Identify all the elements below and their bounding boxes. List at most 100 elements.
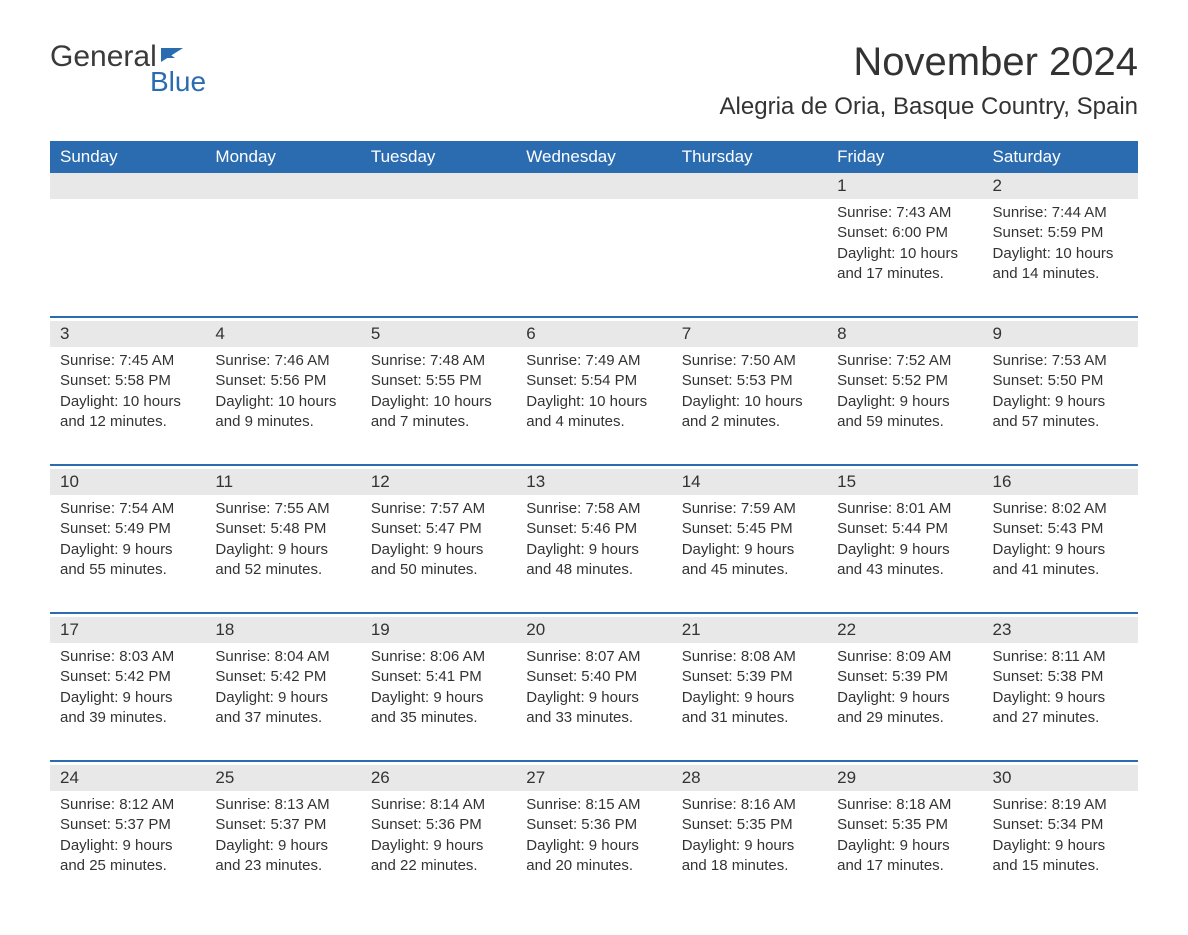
day-content: Sunrise: 7:52 AMSunset: 5:52 PMDaylight:… [827, 347, 982, 436]
daylight-line-1: Daylight: 9 hours [837, 392, 972, 412]
day-header-row: Sunday Monday Tuesday Wednesday Thursday… [50, 141, 1138, 173]
day-number: 7 [672, 321, 827, 347]
daylight-line-1: Daylight: 9 hours [371, 836, 506, 856]
day-header-wednesday: Wednesday [516, 141, 671, 173]
day-cell [50, 173, 205, 303]
day-content: Sunrise: 8:08 AMSunset: 5:39 PMDaylight:… [672, 643, 827, 732]
daylight-line-1: Daylight: 9 hours [60, 540, 195, 560]
day-cell: 8Sunrise: 7:52 AMSunset: 5:52 PMDaylight… [827, 321, 982, 451]
daylight-line-2: and 50 minutes. [371, 560, 506, 580]
day-number: 10 [50, 469, 205, 495]
day-content: Sunrise: 7:59 AMSunset: 5:45 PMDaylight:… [672, 495, 827, 584]
sunrise-line: Sunrise: 8:04 AM [215, 647, 350, 667]
daylight-line-2: and 23 minutes. [215, 856, 350, 876]
day-number: 2 [983, 173, 1138, 199]
day-cell [205, 173, 360, 303]
daylight-line-2: and 55 minutes. [60, 560, 195, 580]
location: Alegria de Oria, Basque Country, Spain [720, 93, 1138, 121]
day-content: Sunrise: 8:04 AMSunset: 5:42 PMDaylight:… [205, 643, 360, 732]
sunrise-line: Sunrise: 8:11 AM [993, 647, 1128, 667]
sunset-line: Sunset: 5:54 PM [526, 371, 661, 391]
sunset-line: Sunset: 5:37 PM [215, 815, 350, 835]
sunrise-line: Sunrise: 7:52 AM [837, 351, 972, 371]
empty-day [516, 173, 671, 199]
day-cell: 13Sunrise: 7:58 AMSunset: 5:46 PMDayligh… [516, 469, 671, 599]
day-number: 17 [50, 617, 205, 643]
daylight-line-1: Daylight: 9 hours [837, 688, 972, 708]
day-header-tuesday: Tuesday [361, 141, 516, 173]
day-number: 23 [983, 617, 1138, 643]
daylight-line-1: Daylight: 10 hours [215, 392, 350, 412]
daylight-line-2: and 52 minutes. [215, 560, 350, 580]
sunset-line: Sunset: 5:49 PM [60, 519, 195, 539]
daylight-line-2: and 45 minutes. [682, 560, 817, 580]
sunset-line: Sunset: 5:58 PM [60, 371, 195, 391]
sunset-line: Sunset: 5:53 PM [682, 371, 817, 391]
daylight-line-1: Daylight: 9 hours [682, 540, 817, 560]
day-content: Sunrise: 8:07 AMSunset: 5:40 PMDaylight:… [516, 643, 671, 732]
sunrise-line: Sunrise: 8:08 AM [682, 647, 817, 667]
day-content: Sunrise: 7:53 AMSunset: 5:50 PMDaylight:… [983, 347, 1138, 436]
day-number: 28 [672, 765, 827, 791]
spacer-row [50, 451, 1138, 465]
day-content: Sunrise: 7:54 AMSunset: 5:49 PMDaylight:… [50, 495, 205, 584]
daylight-line-1: Daylight: 9 hours [993, 688, 1128, 708]
day-number: 4 [205, 321, 360, 347]
sunset-line: Sunset: 5:35 PM [837, 815, 972, 835]
day-cell: 23 Sunrise: 8:11 AMSunset: 5:38 PMDayligh… [983, 617, 1138, 747]
day-number: 11 [205, 469, 360, 495]
sunrise-line: Sunrise: 8:19 AM [993, 795, 1128, 815]
day-number: 25 [205, 765, 360, 791]
sunset-line: Sunset: 5:39 PM [682, 667, 817, 687]
daylight-line-2: and 15 minutes. [993, 856, 1128, 876]
day-cell: 19Sunrise: 8:06 AMSunset: 5:41 PMDayligh… [361, 617, 516, 747]
sunset-line: Sunset: 5:47 PM [371, 519, 506, 539]
day-cell [516, 173, 671, 303]
day-content: Sunrise: 8:19 AMSunset: 5:34 PMDaylight:… [983, 791, 1138, 880]
day-number: 30 [983, 765, 1138, 791]
daylight-line-1: Daylight: 9 hours [993, 392, 1128, 412]
day-content: Sunrise: 8:01 AMSunset: 5:44 PMDaylight:… [827, 495, 982, 584]
day-cell: 6Sunrise: 7:49 AMSunset: 5:54 PMDaylight… [516, 321, 671, 451]
daylight-line-1: Daylight: 9 hours [60, 836, 195, 856]
empty-day [205, 173, 360, 199]
daylight-line-2: and 29 minutes. [837, 708, 972, 728]
calendar-body: 1Sunrise: 7:43 AMSunset: 6:00 PMDaylight… [50, 173, 1138, 895]
day-cell: 18Sunrise: 8:04 AMSunset: 5:42 PMDayligh… [205, 617, 360, 747]
daylight-line-1: Daylight: 10 hours [371, 392, 506, 412]
daylight-line-1: Daylight: 9 hours [371, 540, 506, 560]
logo: General Blue [50, 40, 206, 98]
day-cell: 11Sunrise: 7:55 AMSunset: 5:48 PMDayligh… [205, 469, 360, 599]
daylight-line-2: and 18 minutes. [682, 856, 817, 876]
day-number: 15 [827, 469, 982, 495]
empty-day [361, 173, 516, 199]
day-cell: 27Sunrise: 8:15 AMSunset: 5:36 PMDayligh… [516, 765, 671, 895]
sunset-line: Sunset: 5:34 PM [993, 815, 1128, 835]
day-content: Sunrise: 8:06 AMSunset: 5:41 PMDaylight:… [361, 643, 516, 732]
sunrise-line: Sunrise: 7:53 AM [993, 351, 1128, 371]
daylight-line-2: and 37 minutes. [215, 708, 350, 728]
day-cell [361, 173, 516, 303]
sunset-line: Sunset: 5:42 PM [215, 667, 350, 687]
week-row: 24Sunrise: 8:12 AMSunset: 5:37 PMDayligh… [50, 765, 1138, 895]
day-cell: 10Sunrise: 7:54 AMSunset: 5:49 PMDayligh… [50, 469, 205, 599]
day-cell: 4Sunrise: 7:46 AMSunset: 5:56 PMDaylight… [205, 321, 360, 451]
sunset-line: Sunset: 5:48 PM [215, 519, 350, 539]
day-cell: 17Sunrise: 8:03 AMSunset: 5:42 PMDayligh… [50, 617, 205, 747]
daylight-line-1: Daylight: 9 hours [60, 688, 195, 708]
daylight-line-2: and 12 minutes. [60, 412, 195, 432]
spacer-row [50, 747, 1138, 761]
empty-day [50, 173, 205, 199]
day-cell: 21Sunrise: 8:08 AMSunset: 5:39 PMDayligh… [672, 617, 827, 747]
day-content: Sunrise: 8:02 AMSunset: 5:43 PMDaylight:… [983, 495, 1138, 584]
sunrise-line: Sunrise: 8:03 AM [60, 647, 195, 667]
daylight-line-1: Daylight: 9 hours [526, 836, 661, 856]
spacer-row [50, 303, 1138, 317]
day-header-sunday: Sunday [50, 141, 205, 173]
sunrise-line: Sunrise: 7:43 AM [837, 203, 972, 223]
sunset-line: Sunset: 5:50 PM [993, 371, 1128, 391]
sunset-line: Sunset: 5:44 PM [837, 519, 972, 539]
day-number: 5 [361, 321, 516, 347]
month-title: November 2024 [720, 40, 1138, 85]
sunset-line: Sunset: 5:38 PM [993, 667, 1128, 687]
